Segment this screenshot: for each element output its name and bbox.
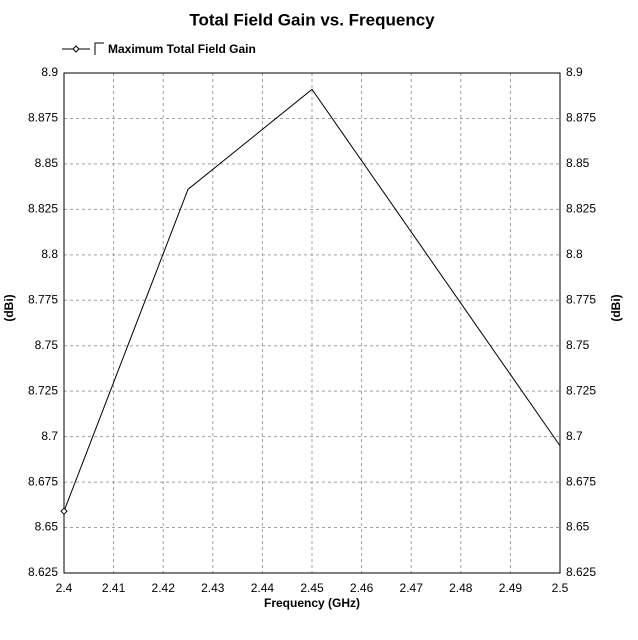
- x-tick-label: 2.42: [152, 581, 176, 595]
- y-tick-label: 8.8: [41, 247, 58, 261]
- legend-label: Maximum Total Field Gain: [108, 42, 256, 56]
- x-tick-label: 2.41: [102, 581, 126, 595]
- y-tick-label: 8.825: [28, 202, 58, 216]
- y2-tick-label: 8.775: [566, 292, 596, 306]
- legend: Maximum Total Field Gain: [62, 42, 256, 56]
- legend-icon: [94, 42, 104, 55]
- x-tick-label: 2.49: [499, 581, 523, 595]
- y2-tick-label: 8.8: [566, 247, 583, 261]
- chart-title: Total Field Gain vs. Frequency: [189, 10, 435, 29]
- y-tick-label: 8.9: [41, 65, 58, 79]
- x-tick-label: 2.46: [350, 581, 374, 595]
- x-tick-label: 2.5: [552, 581, 569, 595]
- y2-tick-label: 8.625: [566, 565, 596, 579]
- x-axis-label: Frequency (GHz): [264, 596, 360, 610]
- y2-tick-label: 8.7: [566, 429, 583, 443]
- y-tick-label: 8.675: [28, 474, 58, 488]
- y2-tick-label: 8.65: [566, 520, 590, 534]
- y-tick-label: 8.65: [35, 520, 59, 534]
- x-tick-label: 2.43: [201, 581, 225, 595]
- x-tick-label: 2.4: [56, 581, 73, 595]
- y-tick-label: 8.875: [28, 111, 58, 125]
- y2-tick-label: 8.85: [566, 156, 590, 170]
- y-tick-label: 8.775: [28, 292, 58, 306]
- y2-tick-label: 8.75: [566, 338, 590, 352]
- y2-tick-label: 8.825: [566, 202, 596, 216]
- y2-tick-label: 8.875: [566, 111, 596, 125]
- series-line: [63, 88, 561, 512]
- y-axis-label: (dBi): [2, 294, 16, 321]
- x-tick-label: 2.48: [449, 581, 473, 595]
- y2-tick-label: 8.725: [566, 383, 596, 397]
- x-tick-label: 2.45: [300, 581, 324, 595]
- legend-marker: [72, 45, 80, 53]
- x-tick-label: 2.47: [400, 581, 424, 595]
- plot-frame: [63, 72, 561, 574]
- y-tick-label: 8.725: [28, 383, 58, 397]
- y2-tick-label: 8.675: [566, 474, 596, 488]
- x-tick-label: 2.44: [251, 581, 275, 595]
- y-tick-label: 8.7: [41, 429, 58, 443]
- y2-axis-label: (dBi): [609, 294, 623, 321]
- y-tick-label: 8.85: [35, 156, 59, 170]
- y2-tick-label: 8.9: [566, 65, 583, 79]
- point-marker: [60, 507, 68, 515]
- y-tick-label: 8.75: [35, 338, 59, 352]
- y-tick-label: 8.625: [28, 565, 58, 579]
